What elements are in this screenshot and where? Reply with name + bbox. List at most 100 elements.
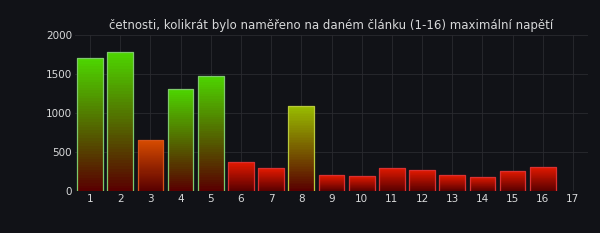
Bar: [77, 106, 103, 109]
Bar: [439, 183, 465, 184]
Bar: [77, 151, 103, 154]
Bar: [168, 158, 193, 160]
Bar: [500, 171, 526, 172]
Bar: [530, 173, 556, 174]
Bar: [107, 183, 133, 185]
Bar: [500, 176, 526, 177]
Bar: [228, 184, 254, 185]
Bar: [137, 177, 163, 178]
Bar: [289, 169, 314, 171]
Bar: [77, 125, 103, 127]
Bar: [107, 58, 133, 60]
Bar: [409, 183, 435, 184]
Bar: [168, 136, 193, 138]
Bar: [168, 185, 193, 187]
Bar: [168, 164, 193, 167]
Bar: [349, 184, 374, 185]
Bar: [228, 173, 254, 174]
Bar: [107, 135, 133, 138]
Bar: [530, 175, 556, 176]
Bar: [168, 140, 193, 142]
Bar: [168, 167, 193, 168]
Bar: [168, 128, 193, 130]
Bar: [137, 146, 163, 147]
Bar: [168, 120, 193, 122]
Bar: [168, 177, 193, 179]
Bar: [198, 156, 224, 159]
Bar: [77, 172, 103, 175]
Bar: [228, 176, 254, 177]
Bar: [409, 181, 435, 182]
Bar: [228, 181, 254, 182]
Bar: [289, 109, 314, 111]
Bar: [409, 177, 435, 178]
Bar: [168, 156, 193, 158]
Bar: [500, 190, 526, 191]
Bar: [289, 131, 314, 133]
Bar: [228, 171, 254, 172]
Bar: [107, 66, 133, 69]
Bar: [259, 184, 284, 185]
Bar: [409, 186, 435, 187]
Bar: [500, 181, 526, 182]
Bar: [500, 189, 526, 190]
Bar: [259, 186, 284, 187]
Bar: [198, 143, 224, 145]
Bar: [137, 187, 163, 188]
Bar: [319, 175, 344, 176]
Bar: [228, 167, 254, 168]
Bar: [198, 117, 224, 120]
Bar: [168, 97, 193, 99]
Bar: [137, 172, 163, 174]
Bar: [409, 190, 435, 191]
Bar: [228, 179, 254, 180]
Bar: [77, 77, 103, 80]
Bar: [107, 52, 133, 55]
Bar: [259, 185, 284, 186]
Bar: [77, 90, 103, 93]
Bar: [349, 186, 374, 187]
Bar: [77, 114, 103, 117]
Bar: [137, 169, 163, 171]
Bar: [500, 184, 526, 185]
Bar: [107, 166, 133, 169]
Bar: [107, 127, 133, 130]
Bar: [289, 184, 314, 186]
Bar: [470, 188, 495, 189]
Bar: [168, 183, 193, 185]
Bar: [379, 180, 404, 181]
Bar: [107, 180, 133, 183]
Bar: [259, 173, 284, 174]
Bar: [168, 132, 193, 134]
Bar: [319, 182, 344, 183]
Bar: [198, 152, 224, 154]
Bar: [379, 176, 404, 177]
Bar: [530, 174, 556, 175]
Bar: [137, 163, 163, 164]
Bar: [530, 168, 556, 169]
Bar: [500, 188, 526, 189]
Bar: [107, 77, 133, 80]
Bar: [198, 182, 224, 184]
Bar: [107, 122, 133, 124]
Bar: [530, 171, 556, 172]
Bar: [137, 180, 163, 181]
Bar: [168, 134, 193, 136]
Bar: [198, 140, 224, 143]
Bar: [228, 170, 254, 171]
Bar: [319, 178, 344, 179]
Bar: [77, 80, 103, 82]
Bar: [530, 183, 556, 184]
Bar: [137, 176, 163, 177]
Bar: [168, 107, 193, 109]
Bar: [77, 178, 103, 180]
Bar: [349, 177, 374, 178]
Bar: [168, 95, 193, 97]
Bar: [409, 182, 435, 183]
Bar: [289, 164, 314, 165]
Bar: [470, 186, 495, 187]
Bar: [137, 159, 163, 160]
Bar: [470, 181, 495, 182]
Bar: [107, 55, 133, 58]
Bar: [168, 115, 193, 117]
